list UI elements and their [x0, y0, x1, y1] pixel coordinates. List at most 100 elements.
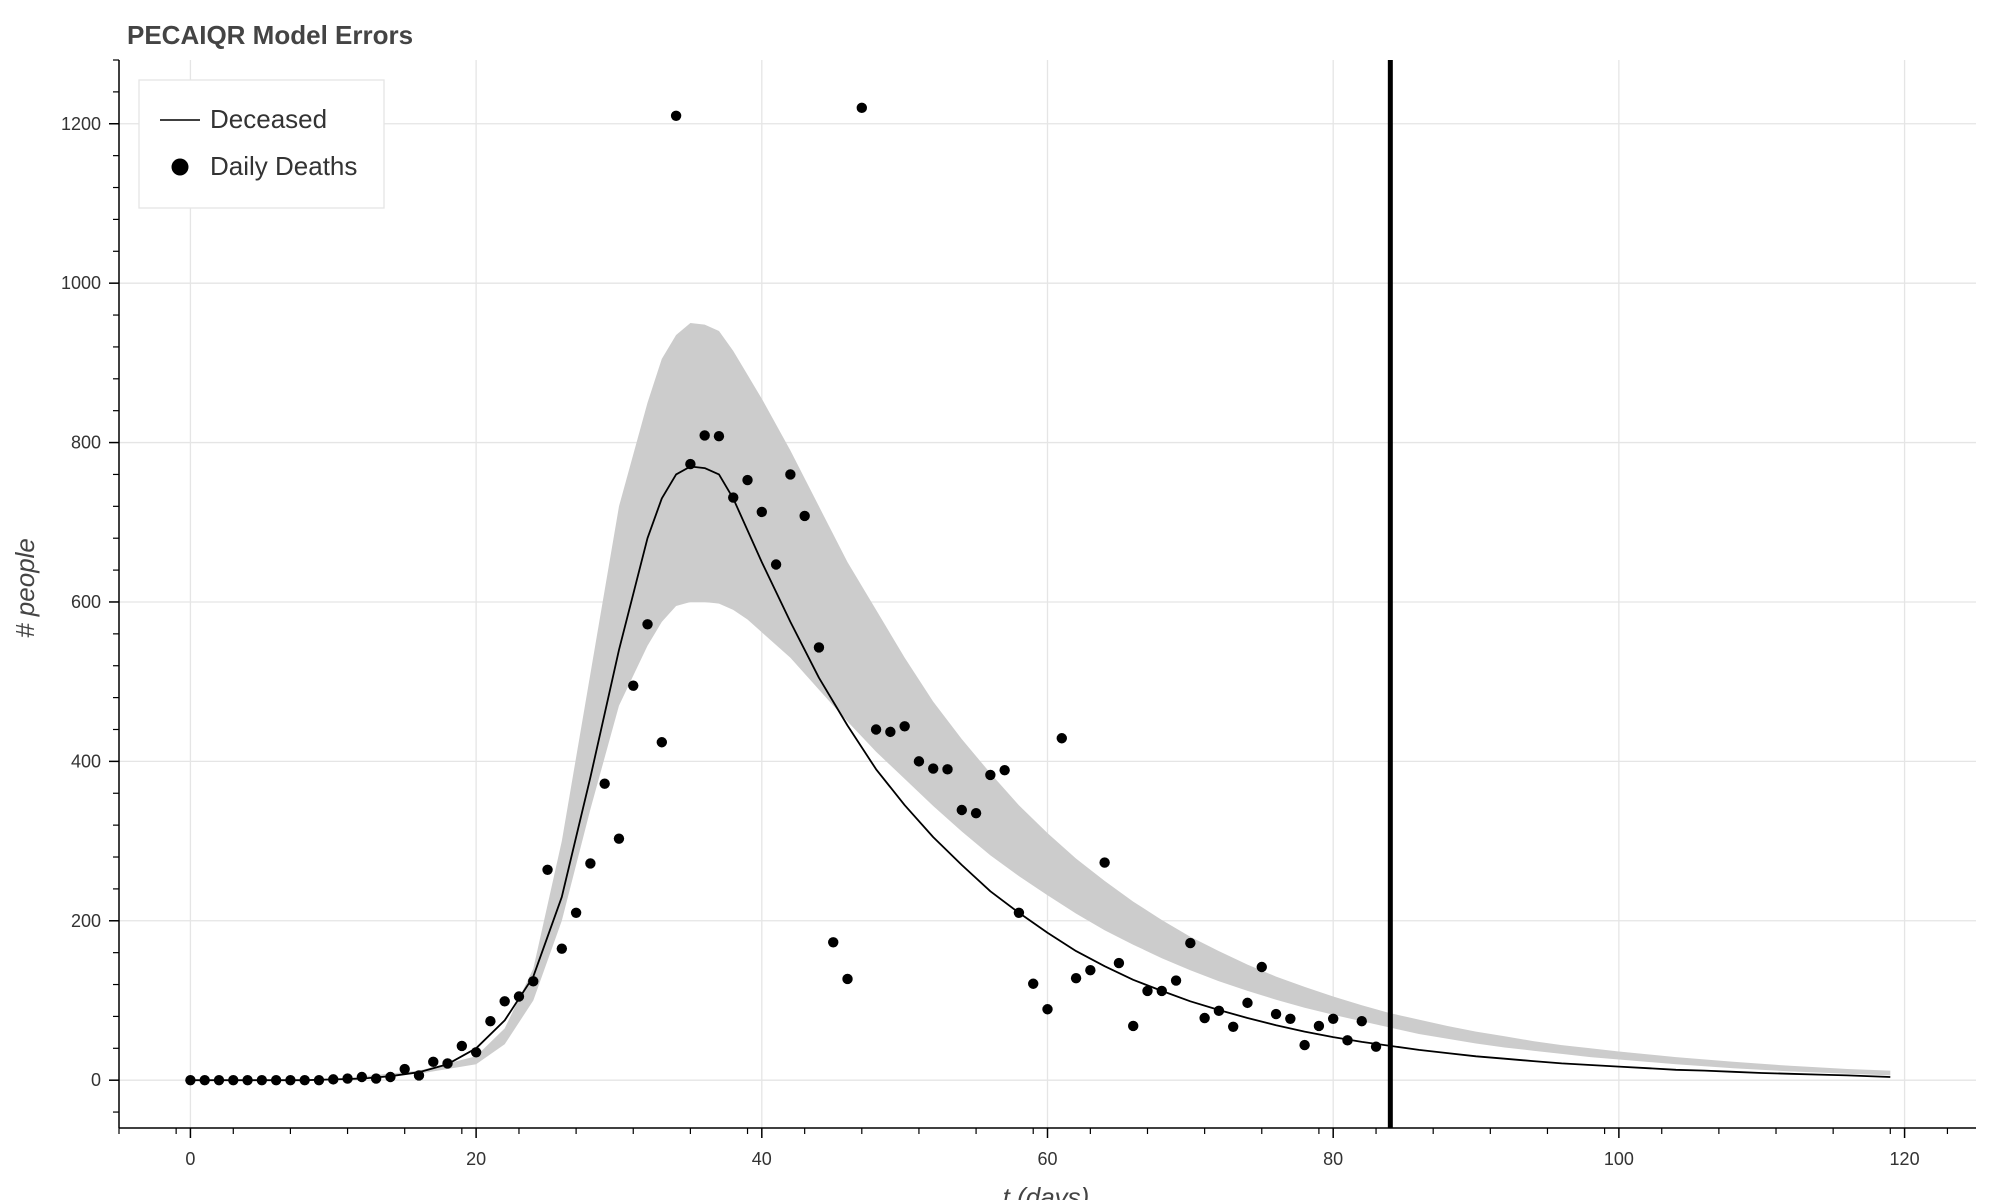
daily-deaths-point [356, 1071, 368, 1083]
daily-deaths-point [1170, 975, 1182, 986]
daily-deaths-point [1113, 957, 1125, 969]
daily-deaths-point [342, 1073, 353, 1084]
daily-deaths-point [813, 642, 825, 653]
daily-deaths-point [628, 680, 639, 691]
daily-deaths-point [299, 1074, 310, 1086]
daily-deaths-point [1242, 997, 1253, 1009]
daily-deaths-point [1327, 1013, 1339, 1025]
daily-deaths-point [985, 769, 996, 781]
daily-deaths-point [513, 991, 525, 1002]
legend-label-daily-deaths: Daily Deaths [210, 151, 357, 181]
y-tick-label: 1200 [61, 114, 101, 134]
daily-deaths-point [428, 1056, 439, 1068]
daily-deaths-point [828, 937, 839, 948]
daily-deaths-point [385, 1071, 396, 1083]
daily-deaths-point [999, 764, 1010, 776]
legend-box [138, 79, 385, 209]
daily-deaths-point [585, 858, 596, 869]
legend-dot-swatch [171, 158, 189, 176]
y-tick-label: 200 [71, 911, 101, 931]
daily-deaths-point [913, 756, 925, 767]
daily-deaths-point [956, 804, 967, 816]
daily-deaths-point [213, 1074, 225, 1086]
daily-deaths-point [1070, 972, 1082, 984]
daily-deaths-point [756, 506, 768, 518]
x-tick-label: 20 [466, 1149, 486, 1169]
daily-deaths-point [1156, 985, 1167, 997]
daily-deaths-point [1256, 961, 1267, 973]
daily-deaths-point [856, 102, 867, 114]
daily-deaths-point [242, 1074, 253, 1086]
daily-deaths-point [713, 430, 725, 442]
daily-deaths-point [1228, 1021, 1239, 1032]
daily-deaths-point [528, 976, 539, 987]
daily-deaths-point [685, 458, 696, 470]
daily-deaths-point [485, 1016, 496, 1027]
daily-deaths-point [699, 430, 710, 441]
daily-deaths-point [228, 1074, 239, 1086]
y-tick-label: 600 [71, 592, 101, 612]
deceased-line [190, 465, 1891, 1082]
daily-deaths-point [1185, 937, 1196, 949]
daily-deaths-point [1056, 733, 1067, 744]
daily-deaths-point [1042, 1004, 1053, 1015]
daily-deaths-point [899, 721, 910, 732]
daily-deaths-point [928, 763, 939, 774]
x-tick-label: 120 [1890, 1149, 1920, 1169]
daily-deaths-point [942, 764, 953, 775]
daily-deaths-points [185, 102, 1382, 1086]
daily-deaths-point [413, 1070, 425, 1081]
daily-deaths-point [1270, 1008, 1282, 1020]
grid [119, 60, 1976, 1128]
daily-deaths-point [1013, 907, 1025, 919]
deceased-line-layer [190, 465, 1891, 1082]
daily-deaths-point [370, 1073, 382, 1084]
y-tick-label: 800 [71, 433, 101, 453]
daily-deaths-point [185, 1074, 196, 1086]
daily-deaths-point [1085, 964, 1096, 976]
x-tick-label: 40 [752, 1149, 772, 1169]
daily-deaths-point [470, 1047, 482, 1058]
daily-deaths-point [499, 996, 510, 1007]
x-axis-label: t (days) [1003, 1182, 1090, 1200]
daily-deaths-point [442, 1058, 453, 1069]
daily-deaths-point [570, 907, 582, 919]
daily-deaths-point [742, 474, 753, 486]
legend-label-deceased: Deceased [210, 104, 327, 134]
daily-deaths-point [613, 833, 625, 844]
daily-deaths-point [1213, 1005, 1225, 1017]
daily-deaths-point [785, 469, 796, 480]
daily-deaths-point [642, 619, 653, 630]
daily-deaths-point [1342, 1035, 1353, 1046]
daily-deaths-point [728, 492, 739, 503]
daily-deaths-point [1199, 1012, 1210, 1024]
daily-deaths-point [199, 1074, 210, 1086]
daily-deaths-point [1313, 1020, 1325, 1032]
daily-deaths-point [885, 726, 896, 738]
daily-deaths-point [670, 110, 682, 121]
daily-deaths-point [456, 1040, 468, 1052]
y-tick-label: 400 [71, 751, 101, 771]
daily-deaths-point [770, 559, 782, 570]
y-tick-label: 1000 [61, 273, 101, 293]
error-band [190, 323, 1891, 1081]
daily-deaths-point [599, 778, 610, 789]
daily-deaths-point [656, 737, 668, 748]
x-tick-label: 80 [1323, 1149, 1343, 1169]
daily-deaths-point [1370, 1041, 1382, 1052]
daily-deaths-point [313, 1074, 325, 1086]
daily-deaths-point [970, 807, 982, 819]
y-tick-label: 0 [91, 1070, 101, 1090]
daily-deaths-point [842, 973, 853, 985]
daily-deaths-point [285, 1074, 296, 1086]
daily-deaths-point [556, 943, 568, 954]
legend: Deceased Daily Deaths [138, 79, 385, 209]
error-band-layer [190, 323, 1891, 1081]
daily-deaths-point [799, 510, 810, 522]
x-tick-label: 0 [185, 1149, 195, 1169]
daily-deaths-point [1356, 1016, 1367, 1027]
daily-deaths-point [1142, 985, 1153, 997]
daily-deaths-point [270, 1074, 282, 1086]
x-tick-label: 60 [1037, 1149, 1057, 1169]
